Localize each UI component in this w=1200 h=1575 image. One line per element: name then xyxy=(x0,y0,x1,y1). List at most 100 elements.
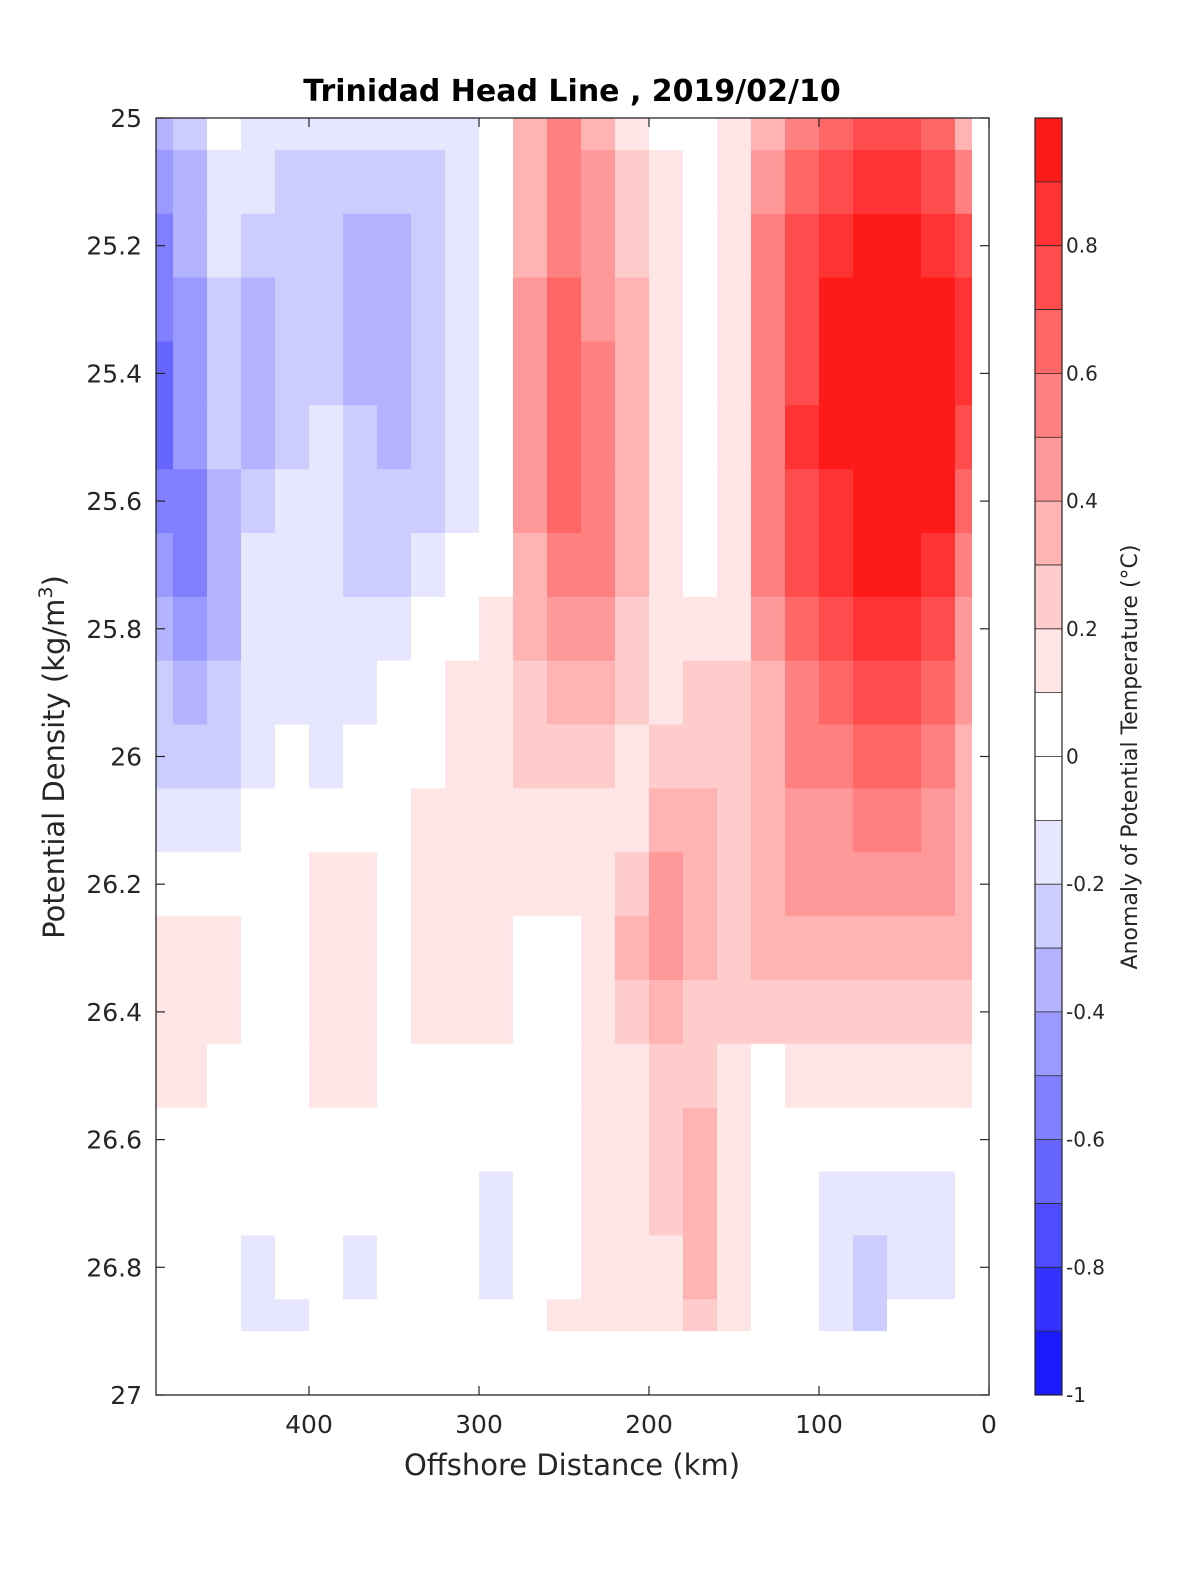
anomaly-cell xyxy=(377,277,412,343)
anomaly-cell xyxy=(649,1043,684,1109)
anomaly-cell xyxy=(751,1107,786,1173)
anomaly-cell xyxy=(853,341,888,406)
y-tick-label: 25.8 xyxy=(86,615,142,644)
anomaly-cell xyxy=(853,1299,888,1332)
anomaly-cell xyxy=(343,980,378,1045)
anomaly-cell xyxy=(241,469,276,534)
anomaly-cell xyxy=(479,1171,514,1236)
anomaly-cell xyxy=(649,405,684,470)
anomaly-cell xyxy=(717,596,752,662)
anomaly-cell xyxy=(955,788,972,853)
anomaly-cell xyxy=(581,533,616,598)
colorbar-segment xyxy=(1035,756,1062,821)
anomaly-cell xyxy=(156,149,174,215)
anomaly-cell xyxy=(615,469,650,534)
anomaly-cell xyxy=(547,1299,582,1332)
anomaly-cell xyxy=(581,852,616,917)
anomaly-cell xyxy=(275,341,310,406)
anomaly-cell xyxy=(649,1171,684,1236)
anomaly-cell xyxy=(445,1299,480,1332)
anomaly-cell xyxy=(581,916,616,981)
colorbar-segment xyxy=(1035,245,1062,311)
anomaly-cell xyxy=(173,1171,208,1236)
anomaly-cell xyxy=(921,1107,956,1173)
anomaly-cell xyxy=(343,277,378,343)
anomaly-cell xyxy=(887,596,922,662)
anomaly-cell xyxy=(309,916,344,981)
anomaly-cell xyxy=(751,852,786,917)
anomaly-cell xyxy=(649,533,684,598)
anomaly-cell xyxy=(887,118,922,151)
anomaly-cell xyxy=(649,596,684,662)
anomaly-cell xyxy=(377,980,412,1045)
anomaly-cell xyxy=(955,1107,972,1173)
anomaly-cell xyxy=(581,1299,616,1332)
anomaly-cell xyxy=(785,277,820,343)
anomaly-cell xyxy=(207,213,242,279)
anomaly-cell xyxy=(479,469,514,534)
anomaly-cell xyxy=(275,980,310,1045)
anomaly-cell xyxy=(513,118,548,151)
anomaly-cell xyxy=(581,341,616,406)
anomaly-cell xyxy=(921,213,956,279)
anomaly-cell xyxy=(819,788,854,853)
anomaly-cell xyxy=(343,533,378,598)
y-tick-label: 25 xyxy=(110,104,142,133)
anomaly-cell xyxy=(377,469,412,534)
anomaly-cell xyxy=(751,149,786,215)
anomaly-cell xyxy=(479,596,514,662)
anomaly-cell xyxy=(479,533,514,598)
anomaly-cell xyxy=(377,1235,412,1300)
anomaly-cell xyxy=(887,341,922,406)
anomaly-cell xyxy=(411,405,446,470)
anomaly-cell xyxy=(819,916,854,981)
anomaly-cell xyxy=(649,1299,684,1332)
anomaly-cell xyxy=(853,149,888,215)
anomaly-cell xyxy=(717,916,752,981)
anomaly-cell xyxy=(887,916,922,981)
anomaly-cell xyxy=(751,788,786,853)
anomaly-cell xyxy=(377,213,412,279)
anomaly-cell xyxy=(581,1235,616,1300)
anomaly-cell xyxy=(445,980,480,1045)
anomaly-cell xyxy=(207,1043,242,1109)
anomaly-cell xyxy=(309,405,344,470)
anomaly-cell xyxy=(683,149,718,215)
anomaly-cell xyxy=(445,149,480,215)
x-tick-label: 300 xyxy=(455,1410,503,1439)
anomaly-cell xyxy=(921,341,956,406)
anomaly-cell xyxy=(309,1171,344,1236)
anomaly-cell xyxy=(717,852,752,917)
anomaly-cell xyxy=(156,118,174,151)
anomaly-cell xyxy=(275,118,310,151)
anomaly-cell xyxy=(921,660,956,726)
anomaly-cell xyxy=(785,724,820,790)
anomaly-cell xyxy=(819,277,854,343)
anomaly-cell xyxy=(411,1171,446,1236)
colorbar-segment xyxy=(1035,1075,1062,1141)
anomaly-cell xyxy=(887,1299,922,1332)
anomaly-cell xyxy=(887,788,922,853)
anomaly-cell xyxy=(955,916,972,981)
colorbar-segment xyxy=(1035,373,1062,438)
anomaly-cell xyxy=(547,1043,582,1109)
anomaly-cell xyxy=(479,724,514,790)
colorbar-tick-label: -1 xyxy=(1066,1383,1086,1407)
anomaly-cell xyxy=(683,660,718,726)
colorbar-label: Anomaly of Potential Temperature (°C) xyxy=(1118,545,1143,970)
anomaly-cell xyxy=(615,1171,650,1236)
anomaly-cell xyxy=(921,980,956,1045)
colorbar-tick-label: -0.2 xyxy=(1066,872,1105,896)
anomaly-cell xyxy=(921,277,956,343)
anomaly-cell xyxy=(581,1107,616,1173)
anomaly-cell xyxy=(275,916,310,981)
anomaly-cell xyxy=(241,1043,276,1109)
anomaly-cell xyxy=(411,724,446,790)
anomaly-cell xyxy=(819,341,854,406)
anomaly-cell xyxy=(513,1107,548,1173)
anomaly-cell xyxy=(819,660,854,726)
anomaly-cell xyxy=(683,213,718,279)
anomaly-cell xyxy=(547,852,582,917)
x-tick-label: 0 xyxy=(981,1410,997,1439)
anomaly-cell xyxy=(547,149,582,215)
